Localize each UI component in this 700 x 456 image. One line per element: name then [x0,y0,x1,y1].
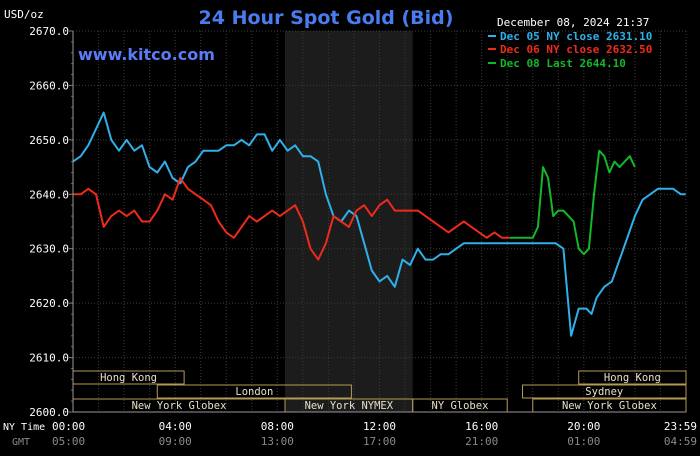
x-tick-label-gmt: 13:00 [261,435,294,448]
x-tick-label-gmt: 05:00 [52,435,85,448]
x-tick-label-ny: 16:00 [465,420,498,433]
market-session-label: NY Globex [432,400,489,412]
market-sessions-layer: Hong Kong Hong Kong London Sydney New York G… [72,370,687,413]
x-tick-label-gmt: 21:00 [465,435,498,448]
legend-entry-0: Dec 05 NY close 2631.10 [500,30,652,43]
market-session-label: New York Globex [132,400,227,412]
x-row-label-ny: NY Time [3,422,45,433]
y-tick-label: 2610.0 [29,352,69,365]
shaded-session [284,31,413,412]
y-tick-label: 2640.0 [29,188,69,201]
market-session-label: New York NYMEX [305,400,394,412]
x-tick-label-gmt: 04:59 [664,435,697,448]
y-tick-label: 2630.0 [29,243,69,256]
series-layer [72,111,686,337]
axes-layer: 2670.0 2660.0 2650.0 2640.0 2630.0 2620.0 2610… [3,25,697,448]
y-tick-label: 2600.0 [29,406,69,419]
unit-label: USD/oz [4,8,44,21]
x-tick-label-gmt: 09:00 [159,435,192,448]
x-tick-label-ny: 12:00 [363,420,396,433]
y-tick-label: 2670.0 [29,25,69,38]
x-tick-label-gmt: 01:00 [567,435,600,448]
market-session-box [156,384,352,399]
series-line-1 [73,177,510,261]
x-tick-label-ny: 04:00 [159,420,192,433]
y-tick-label: 2660.0 [29,79,69,92]
market-session-label: Hong Kong [100,372,157,384]
watermark-url: www.kitco.com [78,45,215,64]
series-line-0 [72,111,686,337]
x-tick-label-ny: 23:59 [664,420,697,433]
chart-timestamp: December 08, 2024 21:37 [497,16,649,29]
x-row-label-gmt: GMT [12,437,30,448]
series-line-2 [509,149,636,256]
market-session-label: London [235,386,273,398]
x-tick-label-gmt: 17:00 [363,435,396,448]
market-session-label: New York Globex [562,400,657,412]
x-tick-label-ny: 20:00 [567,420,600,433]
market-session-label: Hong Kong [604,372,661,384]
market-session-box [522,384,687,399]
x-tick-label-ny: 08:00 [261,420,294,433]
x-tick-label-ny: 00:00 [52,420,85,433]
market-session-box [578,370,687,385]
market-session-label: Sydney [585,386,623,398]
y-tick-label: 2650.0 [29,134,69,147]
legend-entry-2: Dec 08 Last 2644.10 [500,57,626,70]
y-tick-label: 2620.0 [29,297,69,310]
legend-entry-1: Dec 06 NY close 2632.50 [500,43,652,56]
chart-title: 24 Hour Spot Gold (Bid) [199,7,454,29]
